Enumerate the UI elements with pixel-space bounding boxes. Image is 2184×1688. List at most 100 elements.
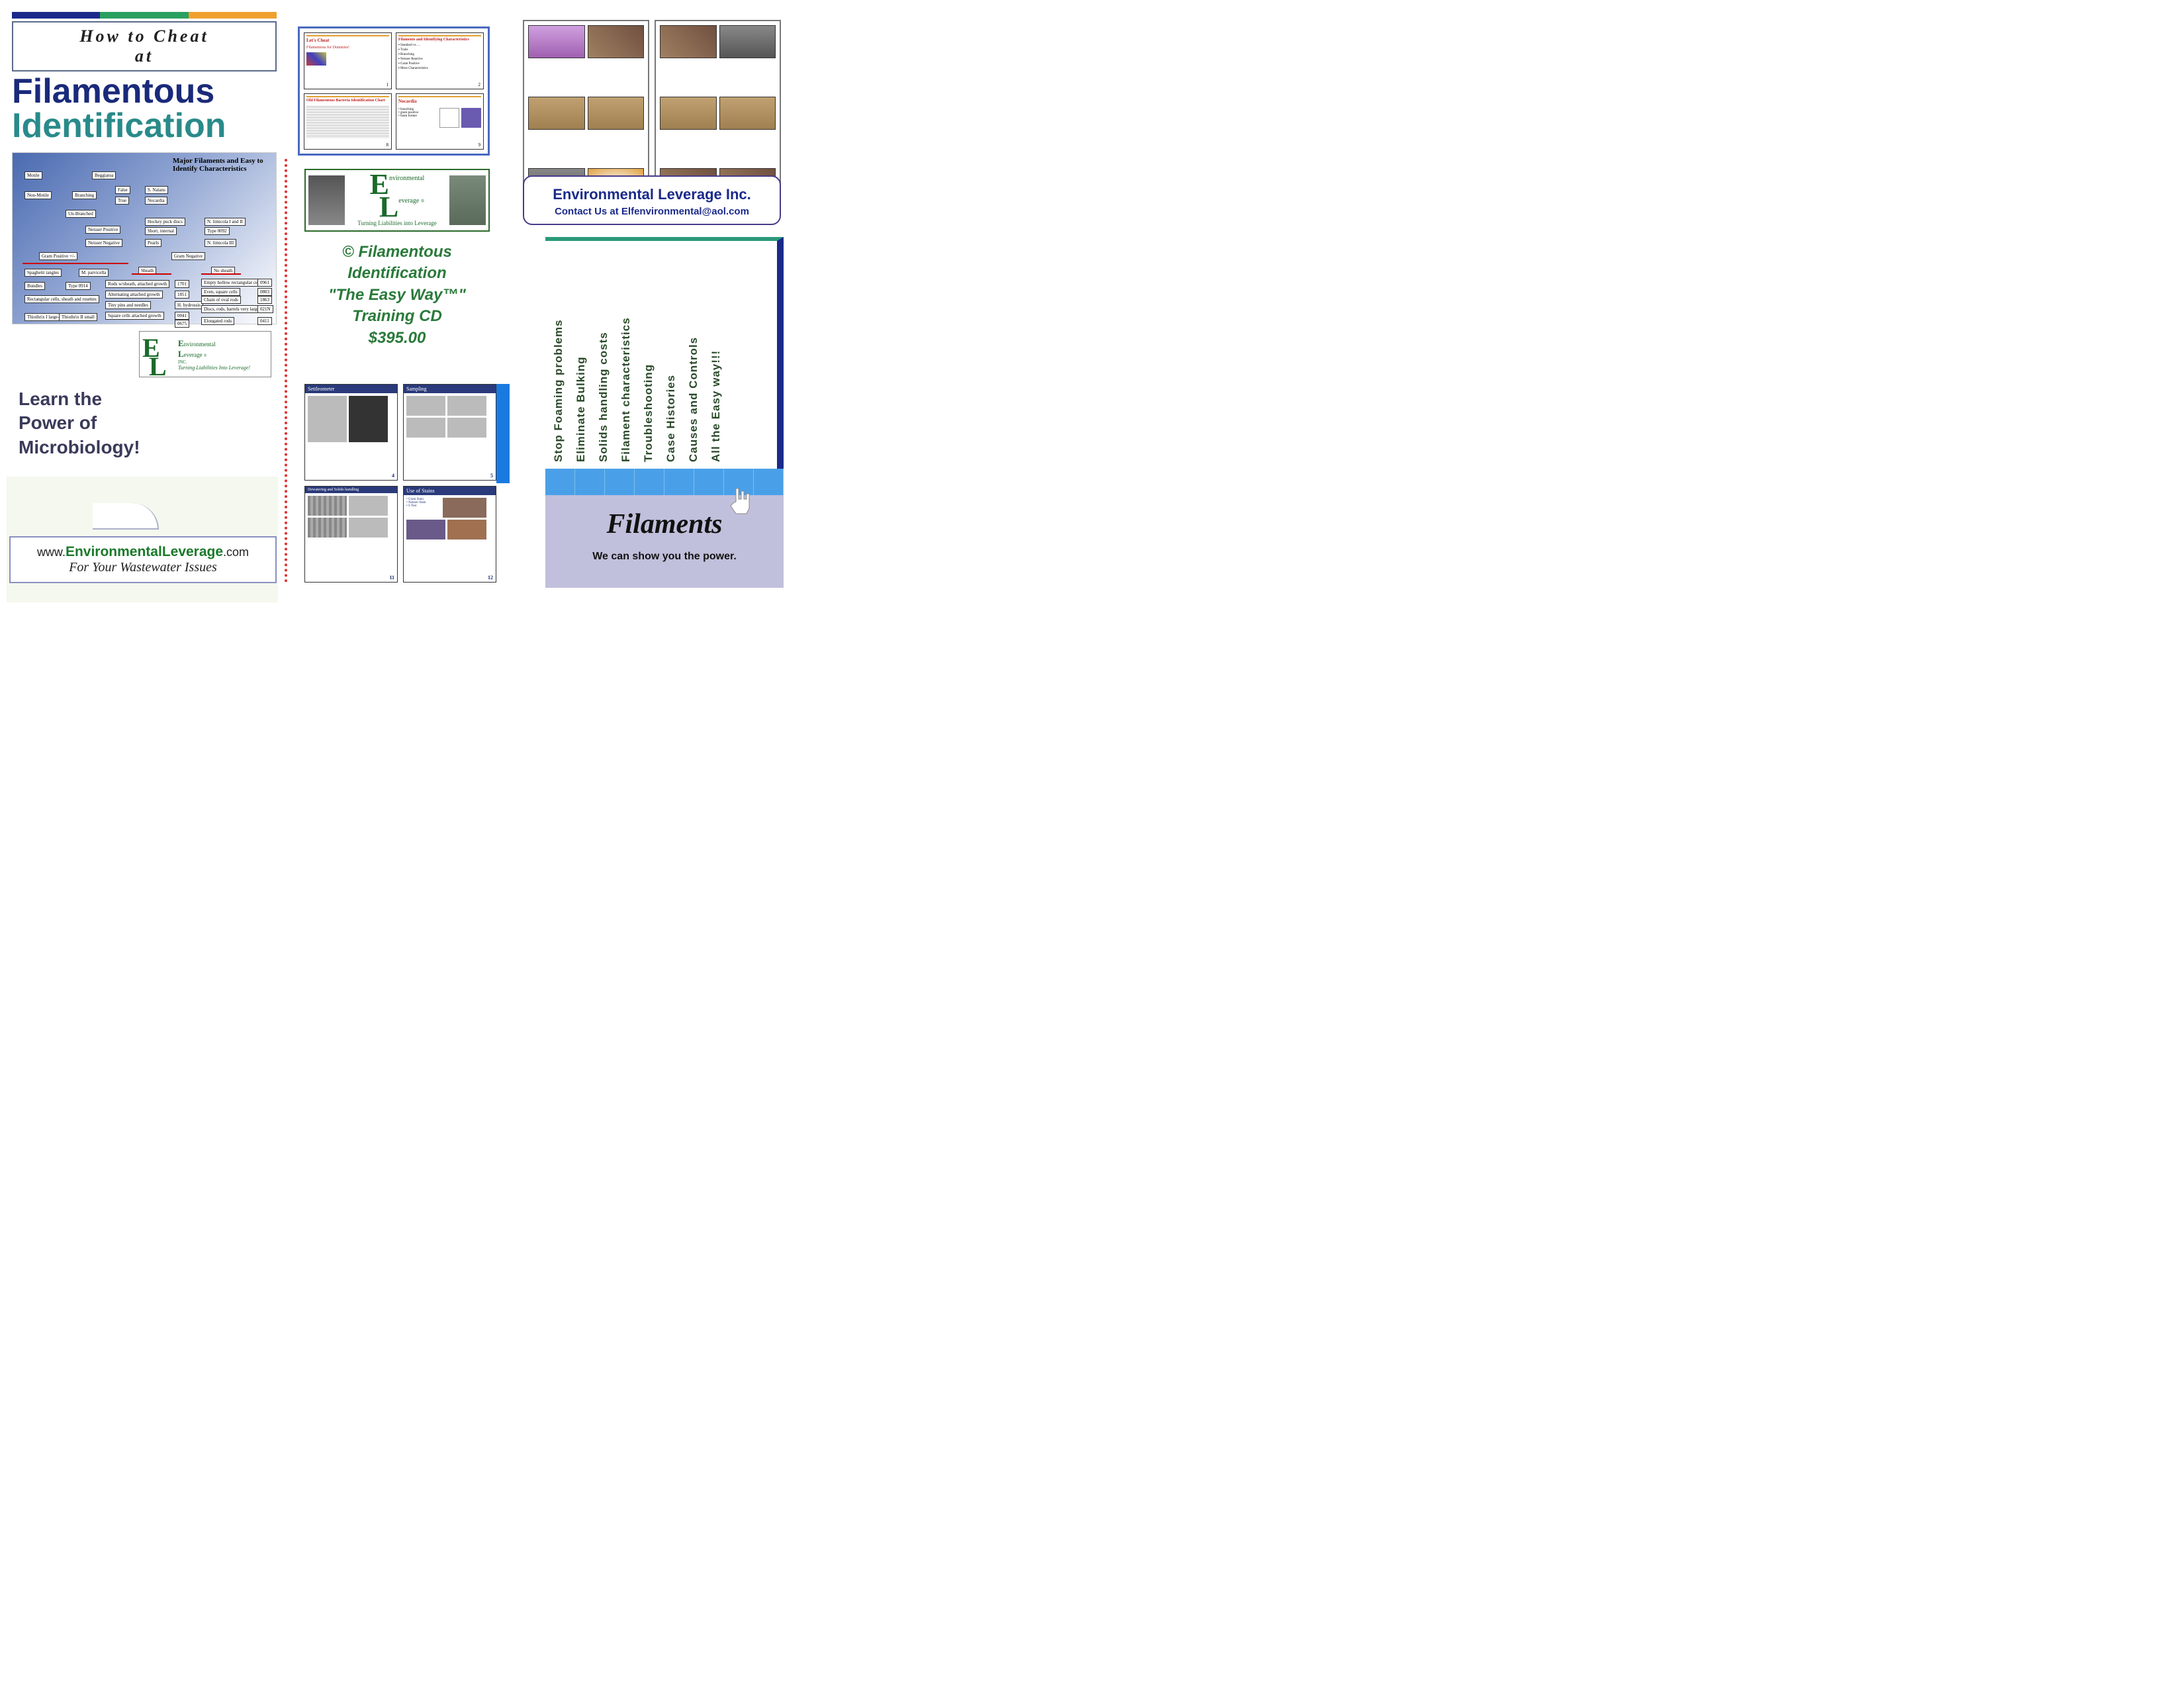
logo-mid-env: nvironmental	[389, 175, 424, 182]
dotted-divider	[285, 159, 287, 583]
fc-redline	[201, 273, 241, 275]
photo-icon	[660, 25, 717, 58]
fc-node: Even, square cells	[201, 288, 240, 296]
logo-mid-right-image-icon	[449, 175, 486, 225]
sb4-title: Use of Stains	[404, 487, 496, 495]
benefit-item: Filament characteristics	[619, 248, 633, 462]
benefit-item: All the Easy way!!!	[709, 248, 723, 462]
contact-company: Environmental Leverage Inc.	[531, 186, 773, 203]
mini-slide-4: Nocardia • branching• gram positive• foa…	[396, 93, 484, 150]
title-word1: Filamentous	[12, 74, 277, 109]
benefits-list: Stop Foaming problemsEliminate BulkingSo…	[545, 241, 777, 469]
fc-node: 0411	[257, 317, 272, 325]
blue-stripe	[496, 384, 510, 483]
benefit-item: Eliminate Bulking	[574, 248, 588, 462]
title-block: How to Cheat at Filamentous Identificati…	[12, 12, 277, 143]
fc-node: 0041	[175, 312, 189, 320]
sb4-num: 12	[488, 575, 493, 581]
title-line2: at	[20, 46, 269, 66]
fc-node: Type 0092	[205, 227, 230, 235]
logo-mid-tagline: Turning Liabilities into Leverage	[349, 220, 445, 226]
fc-node: Un-Branched	[66, 210, 96, 218]
fc-node: Short, internal	[145, 227, 177, 235]
fc-node: Square cells attached growth	[105, 312, 164, 320]
fc-node: Rods w/sheath, attached growth	[105, 280, 169, 288]
photo-caption	[660, 61, 776, 69]
ms4-num: 9	[478, 142, 481, 148]
fc-node: Alternating attached growth	[105, 291, 163, 299]
website-url[interactable]: www.EnvironmentalLeverage.com	[16, 544, 270, 560]
sb-slide-1: Settleometer 4	[304, 384, 398, 481]
photo-page-left	[523, 20, 649, 192]
fc-node: Gram Positive +/-	[39, 252, 77, 260]
cursor-hand-icon	[724, 482, 757, 522]
logo-small: E L EnvironmentalLeverage ® INC. Turning…	[139, 331, 271, 377]
fc-node: Empty hollow rectangular cells	[201, 279, 265, 287]
fc-node: Tiny pins and needles	[105, 301, 151, 309]
fc-node: Gram Negative	[171, 252, 205, 260]
ms4-text: • branching• gram positive• foam former	[398, 108, 437, 128]
photo-icon	[660, 97, 717, 130]
benefit-item: Troubleshooting	[642, 248, 655, 462]
ms2-num: 2	[478, 82, 481, 87]
ms4-img2-icon	[461, 108, 481, 128]
bar-seg-navy	[12, 12, 100, 19]
fc-node: Thiothrix I large-	[24, 313, 62, 321]
bar-seg-orange	[189, 12, 277, 19]
fc-node: Beggiatoa	[92, 171, 116, 179]
logo-inc: INC.	[178, 359, 250, 365]
fc-redline	[23, 263, 128, 264]
fc-node: Thiothrix II small	[59, 313, 97, 321]
benefits-panel: Stop Foaming problemsEliminate BulkingSo…	[545, 237, 784, 469]
bar-seg-green	[100, 12, 188, 19]
photo-icon	[588, 97, 645, 130]
benefit-item: Solids handling costs	[597, 248, 610, 462]
fc-node: Pearls	[145, 239, 161, 247]
photo-caption	[528, 132, 644, 140]
logo-mid-left-image-icon	[308, 175, 345, 225]
ms2-title: Filaments and Identifying Characteristic…	[398, 38, 481, 42]
product-line4: Training CD	[298, 306, 496, 327]
sb2-num: 5	[490, 473, 493, 479]
page: How to Cheat at Filamentous Identificati…	[0, 0, 794, 614]
url-com: .com	[223, 545, 249, 559]
ms1-num: 1	[387, 82, 389, 87]
fc-node: 1863	[257, 296, 272, 304]
fc-node: N. limicola III	[205, 239, 236, 247]
learn-power-text: Learn thePower ofMicrobiology!	[19, 387, 140, 459]
fc-node: Type 0914	[66, 282, 91, 290]
product-block: © Filamentous Identification "The Easy W…	[298, 242, 496, 349]
fc-node: 0675	[175, 320, 189, 328]
fc-node: Elongated rods	[201, 317, 234, 325]
contact-email[interactable]: Contact Us at Elfenvironmental@aol.com	[531, 206, 773, 217]
photo-icon	[528, 97, 585, 130]
fc-node: 0803	[257, 288, 272, 296]
sb-slide-2: Sampling 5	[403, 384, 496, 481]
fc-node: 1851	[175, 291, 189, 299]
sb2-title: Sampling	[404, 385, 496, 393]
url-www: www.	[37, 545, 66, 559]
fc-node: M. parvicella	[79, 269, 109, 277]
photo-caption	[528, 61, 644, 69]
fc-node: Chain of oval rods	[201, 296, 241, 304]
website-box: www.EnvironmentalLeverage.com For Your W…	[9, 536, 277, 583]
photo-page-right	[655, 20, 781, 192]
logo-mid-lev: everage ®	[398, 197, 424, 205]
sb1-num: 4	[392, 473, 394, 479]
benefit-item: Case Histories	[664, 248, 678, 462]
logo-name: EnvironmentalLeverage ®	[178, 338, 250, 359]
fc-node: False	[115, 186, 130, 194]
title-frame: How to Cheat at	[12, 21, 277, 71]
mini-slide-3: Old Filamentous Bacteria Identification …	[304, 93, 392, 150]
ms3-table-icon	[306, 105, 389, 138]
fc-node: True	[115, 197, 129, 205]
sb3-num: 11	[389, 575, 394, 581]
fc-node: 0961	[257, 279, 272, 287]
ms4-img1-icon	[439, 108, 459, 128]
sb3-title: Dewatering and Solids handling	[305, 487, 397, 493]
fc-node: Discs, rods, barrels very large	[201, 305, 261, 313]
fc-node: Branching	[72, 191, 97, 199]
fc-node: Non-Motile	[24, 191, 52, 199]
fc-node: Bundles	[24, 282, 45, 290]
fc-node: 1701	[175, 280, 189, 288]
